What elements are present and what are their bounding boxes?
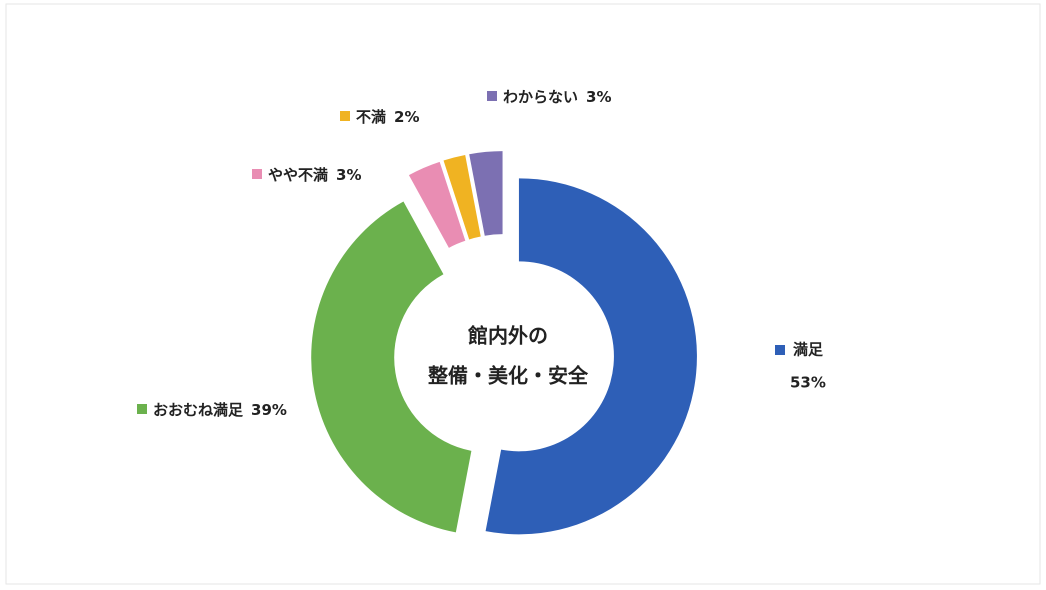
slice-label: おおむね満足 39% (153, 401, 287, 419)
slice-name: やや不満 (268, 166, 328, 184)
value-label: 53% (790, 374, 826, 392)
legend-swatch (137, 404, 147, 414)
legend-swatch (252, 169, 262, 179)
slice-name: 不満 (356, 108, 386, 126)
value-label: 3% (336, 166, 361, 184)
value-label: 39% (251, 401, 287, 419)
donut-slice (443, 154, 481, 240)
center-text: 整備・美化・安全 (427, 364, 589, 388)
slice-label: わからない 3% (503, 88, 611, 106)
legend-swatch (340, 111, 350, 121)
value-label: 2% (394, 108, 419, 126)
center-text: 館内外の (468, 324, 548, 348)
legend-swatch (487, 91, 497, 101)
slice-label: 満足 (793, 341, 824, 359)
slice-label: やや不満 3% (268, 166, 361, 184)
slice-name: おおむね満足 (153, 401, 244, 419)
slice-label: 不満 2% (356, 108, 419, 126)
donut-slice (469, 151, 503, 236)
value-label: 3% (586, 88, 611, 106)
donut-slice (485, 178, 697, 535)
slice-name: わからない (503, 88, 578, 106)
legend-swatch (775, 345, 785, 355)
donut-slice (311, 201, 472, 533)
donut-slice (408, 161, 466, 248)
